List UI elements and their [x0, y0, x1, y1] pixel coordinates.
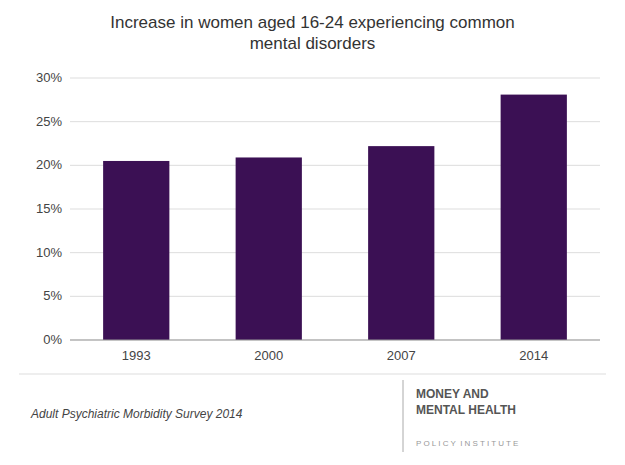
x-axis	[70, 340, 600, 341]
y-tick-label: 30%	[36, 70, 62, 85]
logo-subtext: P O L I C Y I N S T I T U T E	[416, 439, 518, 448]
bar	[103, 161, 169, 340]
title: Increase in women aged 16-24 experiencin…	[110, 13, 514, 53]
y-tick-label: 10%	[36, 245, 62, 260]
grid-line	[70, 340, 600, 341]
text-line: MONEY AND	[416, 387, 489, 401]
grid	[70, 78, 600, 340]
source-text: Adult Psychiatric Morbidity Survey 2014	[30, 407, 243, 421]
x-tick-label: 2007	[387, 348, 416, 363]
y-tick-label: 15%	[36, 201, 62, 216]
y-tick-label: 0%	[43, 332, 62, 347]
x-tick-label: 1993	[122, 348, 151, 363]
x-tick-label: 2000	[254, 348, 283, 363]
y-tick-label: 20%	[36, 157, 62, 172]
footer-divider	[19, 374, 606, 375]
text-line: Increase in women aged 16-24 experiencin…	[110, 13, 514, 32]
bar	[368, 146, 434, 340]
bar	[501, 95, 567, 340]
y-tick-label: 25%	[36, 114, 62, 129]
logo-text: MONEY AND MENTAL HEALTH	[416, 387, 516, 417]
logo-separator	[403, 380, 404, 452]
bars	[103, 95, 567, 340]
chart: Increase in women aged 16-24 experiencin…	[0, 0, 625, 465]
x-tick-label: 2014	[519, 348, 548, 363]
text-line: mental disorders	[250, 34, 376, 53]
grid-line	[70, 78, 600, 79]
bar	[236, 157, 302, 340]
y-tick-label: 5%	[43, 288, 62, 303]
text-line: MENTAL HEALTH	[416, 403, 516, 417]
